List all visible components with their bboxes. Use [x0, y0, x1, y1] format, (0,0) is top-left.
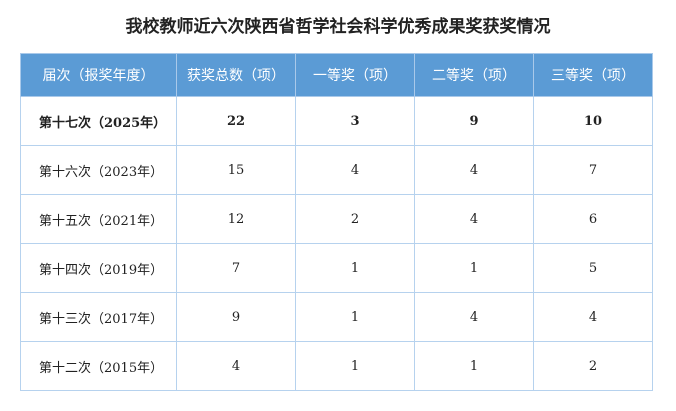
table-cell: 4 — [414, 292, 534, 342]
table-row: 第十三次（2017年） 9 1 4 4 — [20, 292, 653, 342]
column-header: 三等奖（项） — [533, 53, 653, 97]
column-header: 届次（报奖年度） — [20, 53, 177, 97]
awards-table: 届次（报奖年度） 获奖总数（项） 一等奖（项） 二等奖（项） 三等奖（项） 第十… — [20, 53, 653, 391]
column-header: 二等奖（项） — [414, 53, 534, 97]
table-cell: 9 — [176, 292, 296, 342]
table-row: 第十七次（2025年） 22 3 9 10 — [20, 96, 653, 146]
table-cell: 第十三次（2017年） — [20, 292, 177, 342]
page-title: 我校教师近六次陕西省哲学社会科学优秀成果奖获奖情况 — [125, 17, 551, 37]
table-cell: 2 — [533, 341, 653, 391]
table-row: 第十四次（2019年） 7 1 1 5 — [20, 243, 653, 293]
table-cell: 3 — [295, 96, 415, 146]
column-header: 获奖总数（项） — [176, 53, 296, 97]
table-cell: 2 — [295, 194, 415, 244]
table-cell: 第十五次（2021年） — [20, 194, 177, 244]
table-cell: 第十二次（2015年） — [20, 341, 177, 391]
column-header: 一等奖（项） — [295, 53, 415, 97]
table-cell: 第十六次（2023年） — [20, 145, 177, 195]
table-cell: 4 — [176, 341, 296, 391]
table-cell: 1 — [414, 243, 534, 293]
table-cell: 6 — [533, 194, 653, 244]
table-cell: 22 — [176, 96, 296, 146]
table-row: 第十二次（2015年） 4 1 1 2 — [20, 341, 653, 391]
table-cell: 1 — [295, 292, 415, 342]
table-cell: 1 — [295, 341, 415, 391]
table-cell: 15 — [176, 145, 296, 195]
table-cell: 1 — [295, 243, 415, 293]
table-row: 第十五次（2021年） 12 2 4 6 — [20, 194, 653, 244]
table-cell: 12 — [176, 194, 296, 244]
table-header-row: 届次（报奖年度） 获奖总数（项） 一等奖（项） 二等奖（项） 三等奖（项） — [20, 53, 653, 97]
table-cell: 第十四次（2019年） — [20, 243, 177, 293]
table-cell: 10 — [533, 96, 653, 146]
table-row: 第十六次（2023年） 15 4 4 7 — [20, 145, 653, 195]
table-cell: 4 — [414, 194, 534, 244]
table-cell: 7 — [176, 243, 296, 293]
table-cell: 第十七次（2025年） — [20, 96, 177, 146]
table-cell: 4 — [414, 145, 534, 195]
table-cell: 4 — [533, 292, 653, 342]
table-cell: 4 — [295, 145, 415, 195]
table-cell: 7 — [533, 145, 653, 195]
table-cell: 5 — [533, 243, 653, 293]
table-cell: 9 — [414, 96, 534, 146]
table-cell: 1 — [414, 341, 534, 391]
